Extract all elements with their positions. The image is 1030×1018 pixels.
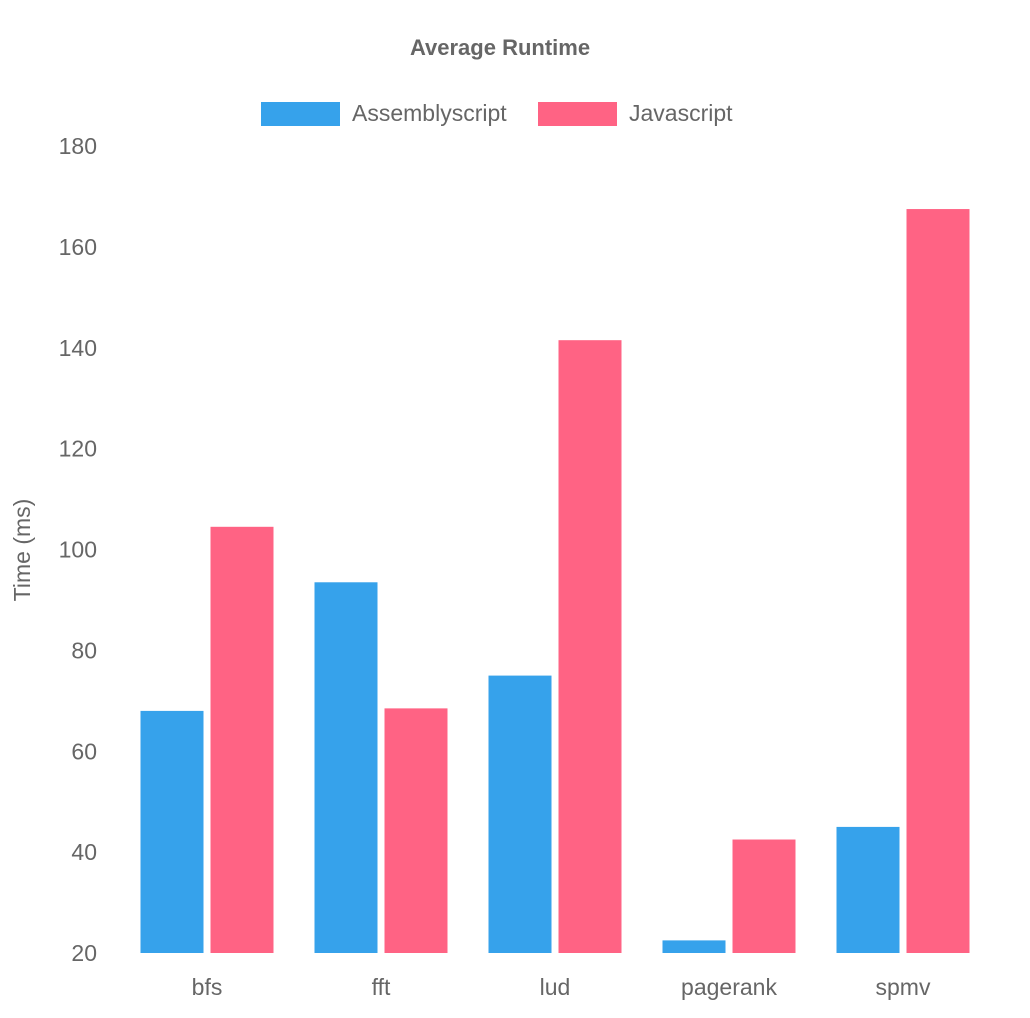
legend-swatch-javascript[interactable]	[538, 102, 617, 126]
y-axis-title: Time (ms)	[9, 499, 35, 602]
bar-assemblyscript-bfs[interactable]	[140, 710, 204, 953]
x-tick-label-spmv: spmv	[876, 974, 931, 1000]
legend-swatch-assemblyscript[interactable]	[261, 102, 340, 126]
x-tick-label-lud: lud	[540, 974, 571, 1000]
y-tick-label: 120	[59, 436, 97, 462]
x-tick-label-fft: fft	[372, 974, 391, 1000]
y-tick-label: 60	[71, 738, 97, 764]
bar-assemblyscript-spmv[interactable]	[836, 826, 900, 953]
x-tick-label-pagerank: pagerank	[681, 974, 777, 1000]
bar-javascript-bfs[interactable]	[210, 526, 274, 953]
bar-javascript-spmv[interactable]	[906, 209, 970, 953]
y-tick-label: 40	[71, 839, 97, 865]
y-tick-label: 180	[59, 133, 97, 159]
x-tick-label-bfs: bfs	[192, 974, 223, 1000]
legend-label-assemblyscript[interactable]: Assemblyscript	[352, 100, 507, 126]
bar-assemblyscript-fft[interactable]	[314, 582, 378, 953]
y-tick-label: 140	[59, 335, 97, 361]
y-tick-label: 100	[59, 537, 97, 563]
bar-assemblyscript-lud[interactable]	[488, 675, 552, 953]
bar-javascript-fft[interactable]	[384, 708, 448, 953]
legend: Assemblyscript Javascript	[261, 100, 733, 126]
legend-label-javascript[interactable]: Javascript	[629, 100, 733, 126]
bars	[140, 209, 970, 953]
y-tick-label: 20	[71, 940, 97, 966]
bar-javascript-lud[interactable]	[558, 340, 622, 953]
chart-title: Average Runtime	[410, 35, 590, 60]
x-axis-ticks: bfs fft lud pagerank spmv	[192, 974, 931, 1000]
y-tick-label: 160	[59, 234, 97, 260]
y-axis-ticks: 20 40 60 80 100 120 140 160 180	[59, 133, 97, 966]
bar-assemblyscript-pagerank[interactable]	[662, 940, 726, 953]
y-tick-label: 80	[71, 637, 97, 663]
bar-javascript-pagerank[interactable]	[732, 839, 796, 953]
